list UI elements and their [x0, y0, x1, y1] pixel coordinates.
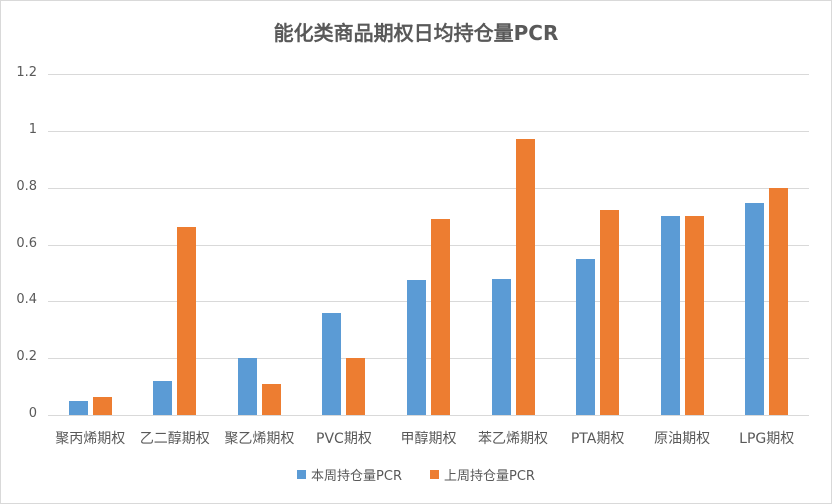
- legend-swatch-orange-icon: [430, 470, 439, 479]
- legend-label: 上周持仓量PCR: [444, 469, 535, 484]
- gridline: [48, 358, 809, 360]
- gridline: [48, 244, 809, 246]
- gridline: [48, 415, 809, 416]
- bar: [92, 396, 112, 415]
- y-tick-label: 0: [28, 406, 37, 421]
- bar: [515, 139, 535, 415]
- bar: [491, 278, 511, 415]
- bar: [407, 280, 426, 415]
- y-tick-label: 0.4: [16, 292, 37, 308]
- x-tick-label: LPG期权: [739, 431, 795, 447]
- bar: [769, 187, 789, 415]
- x-tick-label: PVC期权: [316, 431, 372, 447]
- legend-item-last-week: 上周持仓量PCR: [430, 465, 535, 484]
- legend-swatch-blue-icon: [297, 470, 307, 479]
- gridline: [48, 187, 809, 189]
- gridline: [48, 74, 809, 75]
- bar: [177, 227, 197, 415]
- y-tick-label: 1: [28, 121, 37, 137]
- x-tick-label: 苯乙烯期权: [478, 431, 549, 447]
- bar: [261, 383, 281, 415]
- bar: [431, 218, 450, 415]
- bar: [660, 216, 680, 415]
- bar: [684, 216, 704, 415]
- x-tick-label: 甲醇期权: [400, 431, 457, 447]
- legend-label: 本周持仓量PCR: [311, 469, 402, 484]
- bar: [576, 258, 596, 415]
- y-tick-label: 0.2: [16, 349, 37, 365]
- bar: [745, 203, 765, 415]
- x-tick-label: 乙二醇期权: [139, 431, 210, 447]
- bar: [322, 312, 342, 415]
- y-tick-label: 0.8: [16, 178, 37, 194]
- bar: [346, 358, 366, 415]
- bar: [153, 380, 173, 415]
- x-tick-label: 聚乙烯期权: [224, 431, 295, 447]
- y-tick-label: 0.6: [16, 235, 37, 251]
- y-tick-label: 1.2: [16, 65, 37, 80]
- x-tick-label: 聚丙烯期权: [55, 431, 126, 447]
- legend: 本周持仓量PCR 上周持仓量PCR: [1, 465, 831, 484]
- bar: [68, 400, 88, 415]
- chart-title: 能化类商品期权日均持仓量PCR: [273, 21, 559, 45]
- gridline: [48, 301, 809, 303]
- x-tick-label: 原油期权: [654, 431, 711, 447]
- x-tick-label: PTA期权: [570, 431, 625, 447]
- bar: [237, 358, 257, 415]
- legend-item-this-week: 本周持仓量PCR: [297, 465, 402, 484]
- bar: [600, 210, 620, 415]
- gridline: [48, 130, 809, 132]
